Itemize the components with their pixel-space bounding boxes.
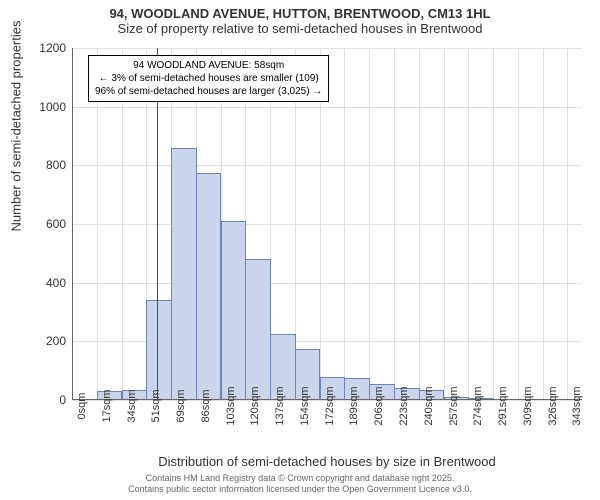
- gridline-v: [518, 48, 519, 400]
- y-tick-label: 1000: [34, 100, 66, 114]
- chart-footer: Contains HM Land Registry data © Crown c…: [0, 473, 600, 496]
- x-tick-label: 17sqm: [101, 389, 113, 422]
- x-tick-label: 309sqm: [522, 386, 534, 425]
- x-tick-label: 120sqm: [249, 386, 261, 425]
- histogram-bar: [221, 221, 247, 400]
- annotation-line-3: 96% of semi-detached houses are larger (…: [95, 85, 322, 98]
- chart-title-sub: Size of property relative to semi-detach…: [0, 21, 600, 36]
- annotation-line-2: ← 3% of semi-detached houses are smaller…: [95, 72, 322, 85]
- x-tick-label: 326sqm: [547, 386, 559, 425]
- gridline-h: [72, 107, 582, 108]
- gridline-v: [419, 48, 420, 400]
- histogram-bar: [171, 148, 197, 400]
- gridline-h: [72, 48, 582, 49]
- histogram-chart: 94, WOODLAND AVENUE, HUTTON, BRENTWOOD, …: [0, 0, 600, 500]
- x-tick-label: 291sqm: [497, 386, 509, 425]
- histogram-bar: [196, 173, 222, 400]
- x-tick-label: 34sqm: [126, 389, 138, 422]
- x-tick-label: 343sqm: [571, 386, 583, 425]
- gridline-v: [344, 48, 345, 400]
- gridline-h: [72, 224, 582, 225]
- y-tick-label: 600: [34, 217, 66, 231]
- x-tick-label: 0sqm: [76, 393, 88, 420]
- y-tick-label: 0: [34, 393, 66, 407]
- y-tick-label: 400: [34, 276, 66, 290]
- x-tick-label: 240sqm: [423, 386, 435, 425]
- annotation-box: 94 WOODLAND AVENUE: 58sqm ← 3% of semi-d…: [88, 55, 329, 102]
- histogram-bar: [245, 259, 271, 400]
- y-axis-label: Number of semi-detached properties: [9, 212, 24, 232]
- gridline-v: [493, 48, 494, 400]
- x-tick-label: 154sqm: [299, 386, 311, 425]
- gridline-v: [369, 48, 370, 400]
- x-tick-label: 206sqm: [373, 386, 385, 425]
- y-tick-label: 200: [34, 334, 66, 348]
- gridline-v: [444, 48, 445, 400]
- y-tick-label: 1200: [34, 41, 66, 55]
- x-tick-label: 51sqm: [150, 389, 162, 422]
- gridline-v: [543, 48, 544, 400]
- x-tick-label: 189sqm: [348, 386, 360, 425]
- chart-title-main: 94, WOODLAND AVENUE, HUTTON, BRENTWOOD, …: [0, 0, 600, 21]
- x-tick-label: 257sqm: [448, 386, 460, 425]
- x-tick-label: 103sqm: [225, 386, 237, 425]
- x-tick-label: 69sqm: [175, 389, 187, 422]
- x-tick-label: 172sqm: [324, 386, 336, 425]
- x-tick-label: 223sqm: [398, 386, 410, 425]
- x-tick-label: 274sqm: [472, 386, 484, 425]
- y-tick-label: 800: [34, 158, 66, 172]
- annotation-line-1: 94 WOODLAND AVENUE: 58sqm: [95, 59, 322, 72]
- gridline-h: [72, 283, 582, 284]
- footer-line-2: Contains public sector information licen…: [0, 484, 600, 496]
- gridline-h: [72, 165, 582, 166]
- histogram-bar: [146, 300, 172, 400]
- x-tick-label: 86sqm: [200, 389, 212, 422]
- gridline-v: [567, 48, 568, 400]
- gridline-v: [468, 48, 469, 400]
- y-axis-line: [72, 48, 73, 400]
- footer-line-1: Contains HM Land Registry data © Crown c…: [0, 473, 600, 485]
- x-tick-label: 137sqm: [274, 386, 286, 425]
- x-axis-label: Distribution of semi-detached houses by …: [72, 454, 582, 469]
- gridline-v: [394, 48, 395, 400]
